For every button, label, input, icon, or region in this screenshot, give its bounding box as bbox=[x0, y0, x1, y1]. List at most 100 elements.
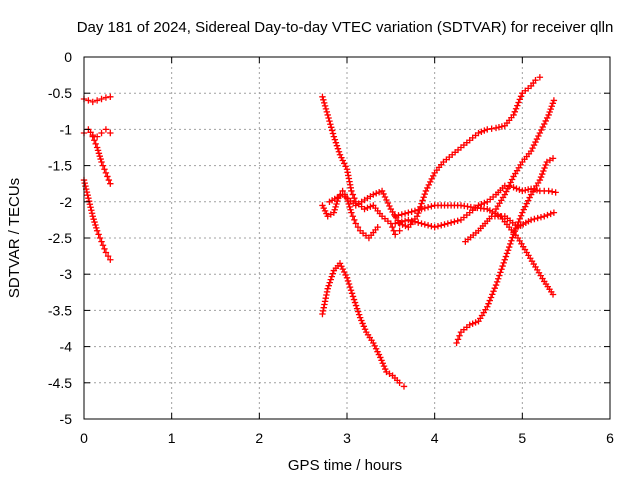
data-point bbox=[438, 222, 445, 229]
data-point bbox=[96, 234, 104, 242]
data-point bbox=[454, 217, 461, 225]
data-point bbox=[503, 188, 510, 195]
y-tick-label: -3 bbox=[60, 266, 73, 282]
data-point bbox=[91, 137, 98, 144]
data-point bbox=[507, 179, 514, 186]
data-point bbox=[328, 124, 335, 131]
data-point bbox=[499, 262, 506, 270]
y-tick-label: -2 bbox=[60, 194, 73, 210]
data-point bbox=[381, 193, 389, 201]
data-point bbox=[89, 98, 96, 106]
data-point bbox=[107, 256, 114, 263]
y-tick-label: -1 bbox=[60, 121, 73, 137]
data-point bbox=[390, 227, 397, 234]
data-point bbox=[93, 97, 101, 104]
series-arc-c bbox=[89, 133, 114, 187]
data-point bbox=[516, 96, 524, 103]
data-point bbox=[367, 203, 374, 210]
data-point bbox=[536, 74, 544, 81]
data-point bbox=[379, 360, 386, 367]
data-point bbox=[319, 93, 326, 101]
data-point bbox=[321, 298, 329, 305]
data-point bbox=[331, 206, 338, 213]
data-point bbox=[347, 206, 354, 213]
data-point bbox=[342, 271, 349, 279]
series-arc-j bbox=[392, 202, 557, 298]
data-point bbox=[380, 362, 388, 370]
data-point bbox=[531, 215, 538, 223]
data-point bbox=[335, 148, 343, 155]
data-point bbox=[517, 93, 525, 100]
x-axis-label: GPS time / hours bbox=[288, 457, 402, 474]
data-point bbox=[95, 150, 103, 157]
data-point bbox=[349, 191, 357, 198]
data-point bbox=[330, 209, 338, 216]
data-point bbox=[532, 76, 539, 84]
data-point bbox=[334, 145, 342, 152]
data-point bbox=[378, 357, 385, 364]
data-point bbox=[327, 276, 334, 283]
data-point bbox=[350, 296, 358, 303]
data-point bbox=[421, 204, 429, 212]
x-tick-label: 5 bbox=[518, 430, 526, 446]
data-point bbox=[498, 266, 505, 273]
data-point bbox=[93, 144, 101, 151]
data-point bbox=[382, 365, 389, 373]
data-point bbox=[348, 187, 355, 195]
data-point bbox=[419, 197, 426, 204]
data-point bbox=[523, 200, 530, 207]
data-point bbox=[342, 163, 349, 170]
data-point bbox=[392, 231, 399, 238]
data-point bbox=[497, 269, 504, 276]
data-point bbox=[383, 196, 390, 204]
data-point bbox=[327, 121, 334, 128]
data-point bbox=[351, 216, 358, 224]
x-tick-label: 2 bbox=[255, 430, 263, 446]
data-point bbox=[430, 172, 437, 180]
data-point bbox=[323, 108, 331, 116]
data-point bbox=[85, 194, 92, 202]
data-point bbox=[539, 123, 546, 131]
data-point bbox=[454, 336, 462, 343]
x-tick-label: 1 bbox=[168, 430, 176, 446]
data-point bbox=[540, 167, 547, 175]
data-point bbox=[93, 227, 101, 234]
data-point bbox=[101, 245, 108, 253]
data-point bbox=[326, 279, 333, 286]
data-point bbox=[545, 111, 552, 119]
data-point bbox=[88, 207, 95, 214]
series-arc-l bbox=[492, 97, 558, 213]
chart-title: Day 181 of 2024, Sidereal Day-to-day VTE… bbox=[77, 19, 614, 36]
series-arc-m bbox=[462, 209, 558, 245]
data-point bbox=[361, 205, 368, 213]
data-point bbox=[339, 265, 346, 273]
data-point bbox=[359, 320, 366, 327]
data-point bbox=[519, 187, 526, 195]
data-point bbox=[478, 128, 485, 136]
data-point bbox=[352, 220, 359, 227]
data-point bbox=[503, 250, 511, 257]
data-point bbox=[502, 253, 510, 260]
data-point bbox=[321, 99, 328, 107]
data-point bbox=[328, 273, 336, 280]
data-point bbox=[434, 223, 442, 230]
data-point bbox=[513, 185, 520, 192]
data-point bbox=[492, 124, 500, 132]
data-point bbox=[539, 170, 546, 178]
data-point bbox=[495, 275, 502, 282]
data-point bbox=[496, 272, 503, 279]
data-point bbox=[516, 215, 524, 223]
data-point bbox=[380, 190, 387, 198]
data-point bbox=[466, 321, 473, 329]
data-point bbox=[549, 100, 557, 107]
y-tick-label: 0 bbox=[64, 49, 72, 65]
data-point bbox=[320, 96, 327, 104]
data-point bbox=[336, 260, 344, 267]
series-arc-g bbox=[319, 260, 408, 390]
data-point bbox=[508, 176, 516, 183]
data-point bbox=[85, 197, 93, 205]
data-point bbox=[396, 379, 403, 386]
data-point bbox=[469, 320, 476, 327]
data-point bbox=[340, 268, 348, 276]
